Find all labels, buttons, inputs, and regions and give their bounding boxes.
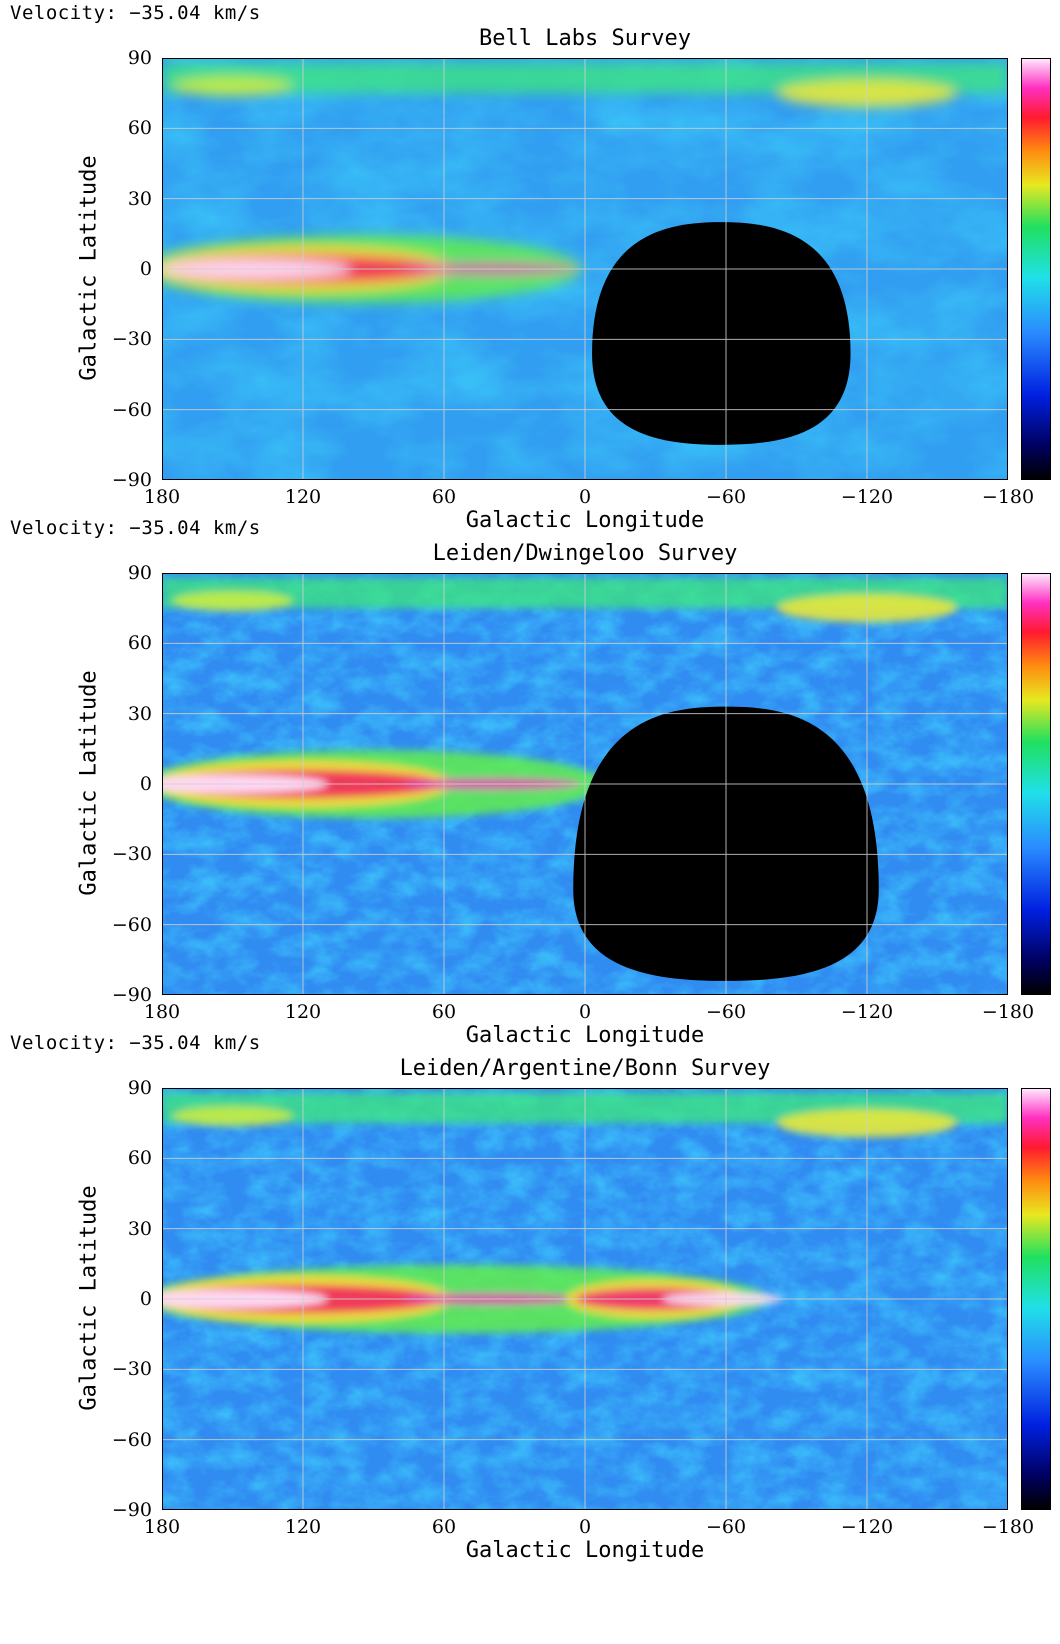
- chart-title: Leiden/Dwingeloo Survey: [432, 541, 738, 566]
- x-axis-label: Galactic Longitude: [465, 1538, 705, 1563]
- x-tick-label: 0: [578, 1516, 592, 1538]
- y-tick-label: 60: [127, 1147, 152, 1170]
- velocity-label: Velocity: −35.04 km/s: [10, 517, 261, 539]
- velocity-label: Velocity: −35.04 km/s: [10, 2, 261, 24]
- x-tick-label: 180: [143, 1516, 181, 1538]
- grid: [162, 1088, 1008, 1510]
- chart-title: Leiden/Argentine/Bonn Survey: [399, 1056, 771, 1081]
- x-tick-label: −180: [981, 486, 1035, 508]
- x-tick-label: −60: [705, 1516, 747, 1538]
- colorbar: [1021, 58, 1051, 480]
- colorbar: [1021, 573, 1051, 995]
- x-tick-label: 60: [431, 1001, 457, 1023]
- y-tick-label: −30: [111, 328, 152, 351]
- x-tick-label: 180: [143, 486, 181, 508]
- x-tick-label: 0: [578, 486, 592, 508]
- y-tick-label: 60: [127, 117, 152, 140]
- heatmap-plot: [162, 58, 1008, 480]
- x-axis-label: Galactic Longitude: [465, 1023, 705, 1048]
- y-tick-label: −90: [111, 984, 152, 1006]
- x-tick-label: −120: [840, 486, 894, 508]
- y-axis-label: Galactic Latitude: [76, 1185, 102, 1411]
- colorbar: [1021, 1088, 1051, 1510]
- x-tick-label: 0: [578, 1001, 592, 1023]
- survey-panel-1: Velocity: −35.04 km/s Bell Labs Survey Gal…: [0, 0, 1060, 540]
- x-tick-label: −60: [705, 1001, 747, 1023]
- y-tick-label: 0: [139, 773, 152, 795]
- plot-frame: [162, 573, 1008, 995]
- x-tick-label: −180: [981, 1516, 1035, 1538]
- grid: [162, 573, 1008, 995]
- y-tick-label: 60: [127, 632, 152, 655]
- no-data-region: [592, 222, 851, 445]
- x-tick-label: −120: [840, 1516, 894, 1538]
- y-tick-label: 0: [139, 258, 152, 280]
- x-tick-label: 120: [284, 486, 322, 508]
- heatmap-plot: [162, 573, 1008, 995]
- y-tick-label: 90: [127, 47, 152, 69]
- y-axis-label: Galactic Latitude: [76, 670, 102, 896]
- x-tick-label: 120: [284, 1516, 322, 1538]
- x-tick-label: −180: [981, 1001, 1035, 1023]
- x-tick-label: −120: [840, 1001, 894, 1023]
- y-tick-label: 30: [127, 187, 152, 210]
- plot-frame: [162, 1088, 1008, 1510]
- y-tick-label: −60: [111, 1428, 152, 1451]
- chart-title: Bell Labs Survey: [479, 26, 691, 51]
- x-tick-label: 120: [284, 1001, 322, 1023]
- survey-panel-3: Velocity: −35.04 km/s Leiden/Argentine/Bo…: [0, 1030, 1060, 1570]
- velocity-label: Velocity: −35.04 km/s: [10, 1032, 261, 1054]
- y-tick-label: −90: [111, 1499, 152, 1521]
- colorbar-gradient: [1021, 1088, 1051, 1510]
- heatmap-plot: [162, 1088, 1008, 1510]
- y-tick-label: 90: [127, 1077, 152, 1099]
- y-tick-label: 30: [127, 702, 152, 725]
- x-tick-label: 60: [431, 486, 457, 508]
- y-tick-label: −90: [111, 469, 152, 491]
- x-tick-label: −60: [705, 486, 747, 508]
- plot-frame: [162, 58, 1008, 480]
- y-tick-label: 0: [139, 1288, 152, 1310]
- y-tick-label: −30: [111, 843, 152, 866]
- grid: [162, 58, 1008, 480]
- y-tick-label: 90: [127, 562, 152, 584]
- x-tick-label: 180: [143, 1001, 181, 1023]
- x-tick-label: 60: [431, 1516, 457, 1538]
- y-tick-label: −60: [111, 398, 152, 421]
- y-tick-label: −60: [111, 913, 152, 936]
- survey-panel-2: Velocity: −35.04 km/s Leiden/Dwingeloo Su…: [0, 515, 1060, 1055]
- colorbar-gradient: [1021, 573, 1051, 995]
- colorbar-gradient: [1021, 58, 1051, 480]
- x-axis-label: Galactic Longitude: [465, 508, 705, 533]
- y-axis-label: Galactic Latitude: [76, 155, 102, 381]
- y-tick-label: −30: [111, 1358, 152, 1381]
- y-tick-label: 30: [127, 1217, 152, 1240]
